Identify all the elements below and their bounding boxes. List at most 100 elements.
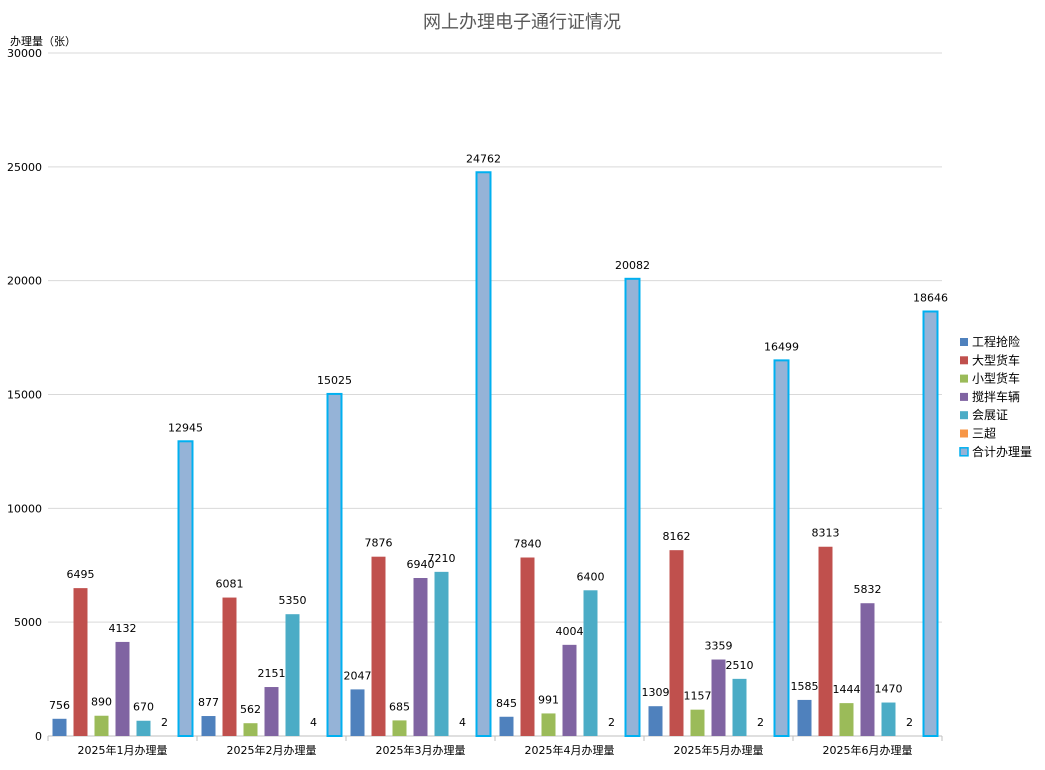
data-label: 1470 bbox=[875, 683, 903, 696]
data-label: 7840 bbox=[514, 538, 542, 551]
data-label: 845 bbox=[496, 697, 517, 710]
bar bbox=[648, 706, 663, 736]
bar bbox=[732, 678, 747, 736]
data-label: 2047 bbox=[344, 669, 372, 682]
data-label: 6400 bbox=[577, 570, 605, 583]
data-label: 2 bbox=[161, 716, 168, 729]
bar bbox=[264, 687, 279, 736]
x-tick-label: 2025年2月办理量 bbox=[227, 743, 317, 757]
data-label: 7210 bbox=[428, 552, 456, 565]
x-tick-label: 2025年3月办理量 bbox=[376, 743, 466, 757]
legend-item: 会展证 bbox=[960, 408, 1008, 422]
data-label: 24762 bbox=[466, 152, 501, 165]
data-label: 12945 bbox=[168, 421, 203, 434]
data-label: 1444 bbox=[833, 683, 861, 696]
y-tick-label: 25000 bbox=[7, 161, 42, 174]
data-label: 4 bbox=[459, 716, 466, 729]
legend-label: 小型货车 bbox=[972, 371, 1020, 386]
bar bbox=[520, 557, 535, 736]
bar bbox=[136, 720, 151, 736]
data-label: 20082 bbox=[615, 259, 650, 272]
y-tick-label: 5000 bbox=[14, 616, 42, 629]
bar bbox=[690, 709, 705, 736]
legend-swatch bbox=[960, 392, 968, 401]
bar bbox=[839, 703, 854, 736]
bar bbox=[669, 550, 684, 736]
bar bbox=[115, 641, 130, 736]
data-label: 4 bbox=[310, 716, 317, 729]
data-label: 7876 bbox=[365, 537, 393, 550]
legend-swatch bbox=[960, 338, 968, 346]
y-tick-label: 15000 bbox=[7, 389, 42, 402]
bar bbox=[499, 716, 514, 736]
bar bbox=[222, 597, 237, 736]
legend-item: 小型货车 bbox=[960, 371, 1020, 386]
legend-item: 搅拌车辆 bbox=[960, 389, 1020, 404]
bar bbox=[413, 577, 428, 736]
data-label: 5350 bbox=[279, 594, 307, 607]
data-label: 8313 bbox=[812, 527, 840, 540]
data-label: 2 bbox=[906, 716, 913, 729]
bar bbox=[797, 699, 812, 736]
y-tick-label: 30000 bbox=[7, 47, 42, 60]
bar bbox=[371, 556, 386, 736]
bar bbox=[881, 702, 896, 736]
legend-swatch bbox=[959, 447, 969, 457]
bar bbox=[201, 716, 216, 736]
data-label: 6940 bbox=[407, 558, 435, 571]
data-label: 2510 bbox=[726, 659, 754, 672]
legend-item: 工程抢险 bbox=[960, 334, 1020, 349]
data-label: 1585 bbox=[791, 680, 819, 693]
legend-swatch bbox=[960, 374, 968, 383]
bar bbox=[922, 310, 939, 737]
y-tick-label: 0 bbox=[35, 730, 42, 743]
bar bbox=[177, 440, 194, 737]
legend-label: 三超 bbox=[972, 426, 996, 441]
data-labels: 756 6495 890 4132 670 2 12945 877 6081 562 2151 535… bbox=[49, 152, 948, 729]
data-label: 16499 bbox=[764, 340, 799, 353]
bar bbox=[624, 277, 641, 737]
bar bbox=[711, 659, 726, 736]
data-label: 4004 bbox=[556, 625, 584, 638]
data-label: 1309 bbox=[642, 686, 670, 699]
x-tick-label: 2025年1月办理量 bbox=[78, 743, 168, 757]
legend-label: 工程抢险 bbox=[972, 334, 1020, 349]
x-tick-label: 2025年6月办理量 bbox=[823, 743, 913, 757]
bar bbox=[860, 603, 875, 736]
chart-title: 网上办理电子通行证情况 bbox=[423, 12, 621, 33]
legend-swatch bbox=[960, 429, 968, 438]
data-label: 4132 bbox=[109, 622, 137, 635]
bar bbox=[562, 644, 577, 736]
legend-label: 大型货车 bbox=[972, 352, 1020, 367]
bar bbox=[350, 689, 365, 736]
data-label: 15025 bbox=[317, 374, 352, 387]
x-tick-label: 2025年4月办理量 bbox=[525, 743, 615, 757]
data-label: 670 bbox=[133, 701, 154, 714]
y-tick-label: 10000 bbox=[7, 502, 42, 515]
y-tick-label: 20000 bbox=[7, 275, 42, 288]
data-label: 6495 bbox=[67, 568, 95, 581]
data-label: 18646 bbox=[913, 291, 948, 304]
data-label: 5832 bbox=[854, 583, 882, 596]
legend-swatch bbox=[960, 356, 968, 365]
bar bbox=[773, 359, 790, 737]
x-tick-label: 2025年5月办理量 bbox=[674, 743, 764, 757]
data-label: 2 bbox=[757, 716, 764, 729]
data-label: 756 bbox=[49, 699, 70, 712]
y-axis-ticks: 0 5000 10000 15000 20000 25000 30000 bbox=[7, 47, 42, 743]
bar bbox=[243, 723, 258, 736]
y-axis-label: 办理量（张） bbox=[10, 35, 76, 48]
bar bbox=[326, 392, 343, 737]
bar bbox=[94, 715, 109, 736]
data-label: 877 bbox=[198, 696, 219, 709]
data-label: 2151 bbox=[258, 667, 286, 680]
bar bbox=[541, 713, 556, 736]
bar bbox=[434, 571, 449, 736]
bar bbox=[52, 718, 67, 736]
legend-item: 合计办理量 bbox=[959, 444, 1032, 459]
data-label: 991 bbox=[538, 693, 559, 706]
bar bbox=[583, 590, 598, 736]
bar bbox=[475, 171, 492, 738]
